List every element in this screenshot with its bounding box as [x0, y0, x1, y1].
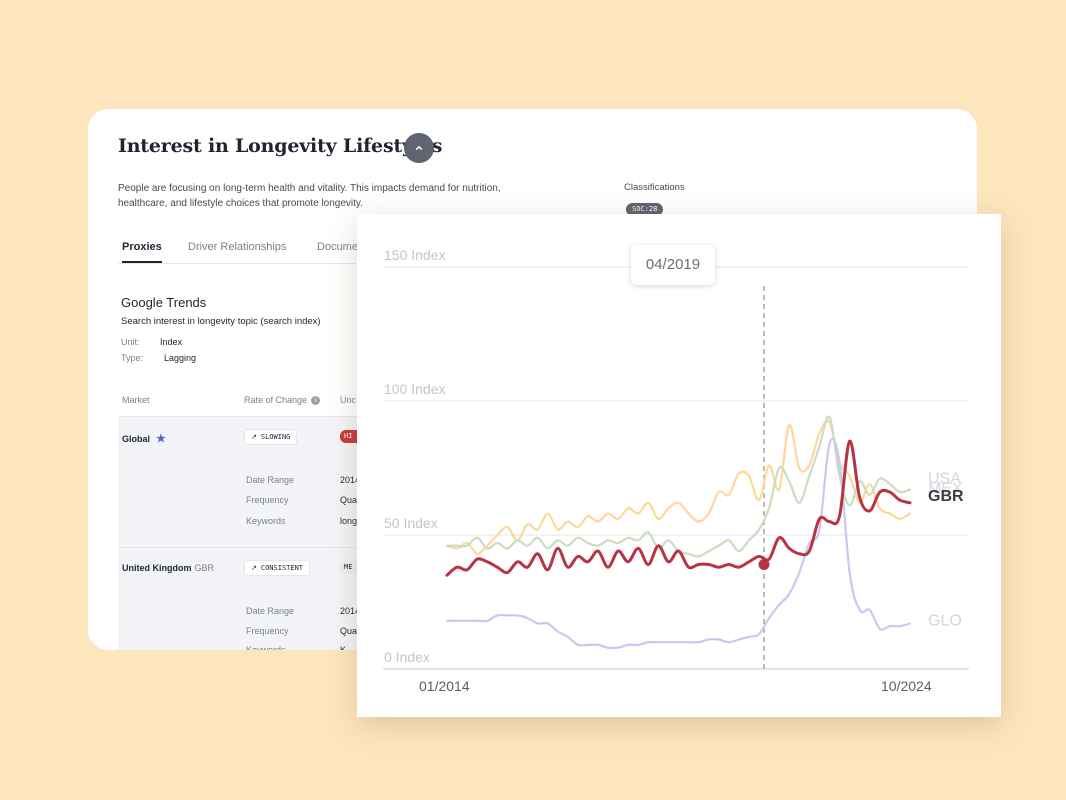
market-label: Global [122, 434, 151, 444]
trend-icon: ↗ [251, 433, 257, 441]
collapse-button[interactable] [404, 133, 434, 163]
series-label-usa: USA [928, 471, 961, 488]
series-line-gbr[interactable] [445, 439, 912, 577]
column-header-uncertainty: Unc [340, 395, 357, 405]
detail-key: Frequency [246, 495, 289, 505]
series-line-glo[interactable] [445, 437, 912, 649]
detail-key: Frequency [246, 626, 289, 636]
series-label-mex: MEX [928, 480, 963, 497]
star-icon[interactable]: ★ [156, 433, 166, 445]
tab-documents[interactable]: Docume [317, 241, 358, 253]
market-name: Global ★ [122, 432, 166, 445]
detail-value: long [340, 516, 358, 526]
type-value: Lagging [164, 353, 197, 363]
rate-badge: ↗ CONSISTENT [244, 560, 311, 576]
y-tick-label: 150 Index [384, 247, 446, 263]
column-header-rate-label: Rate of Change [244, 395, 308, 405]
detail-value: 2014 [340, 606, 358, 616]
market-name: United Kingdom GBR [122, 563, 214, 573]
card-description: People are focusing on long-term health … [118, 183, 501, 209]
trend-chart-card: 150 Index 100 Index 50 Index 0 Index 01/2014… [357, 214, 1001, 717]
market-code: GBR [194, 563, 215, 573]
trend-chart[interactable]: 150 Index 100 Index 50 Index 0 Index 01/2014… [357, 214, 1001, 717]
series-line-usa[interactable] [445, 419, 912, 555]
tab-driver-relationships[interactable]: Driver Relationships [188, 241, 287, 253]
hover-tooltip: 04/2019 [631, 245, 715, 285]
series-label-gbr: GBR [928, 488, 964, 505]
detail-value: Qua [340, 495, 358, 505]
table-divider [118, 416, 418, 417]
rate-label: SLOWING [260, 433, 291, 441]
detail-value: 2014 [340, 475, 358, 485]
unit-value: Index [160, 337, 183, 347]
x-tick-label: 01/2014 [419, 678, 470, 694]
tab-proxies[interactable]: Proxies [122, 241, 162, 263]
info-icon[interactable]: i [311, 396, 321, 406]
classifications-label: Classifications [624, 182, 685, 193]
table-divider [118, 547, 418, 548]
detail-value: K [340, 645, 347, 650]
type-label: Type: [121, 353, 144, 363]
trend-icon: ↗ [251, 564, 257, 572]
market-label: United Kingdom [122, 563, 192, 573]
column-header-market: Market [122, 395, 150, 405]
y-tick-label: 50 Index [384, 515, 438, 531]
column-header-rate: Rate of Change i [244, 395, 321, 406]
card-title: Interest in Longevity Lifestyles [118, 135, 443, 157]
series-label-glo: GLO [928, 612, 962, 629]
rate-badge: ↗ SLOWING [244, 429, 298, 445]
rate-label: CONSISTENT [260, 564, 304, 572]
chevron-up-icon [414, 143, 424, 153]
unit-label: Unit: [121, 337, 140, 347]
proxy-subtitle: Search interest in longevity topic (sear… [121, 316, 321, 327]
y-tick-label: 0 Index [384, 649, 430, 665]
proxy-title: Google Trends [121, 295, 207, 310]
detail-key: Date Range [246, 606, 295, 616]
hover-dot [758, 558, 770, 570]
detail-value: Qua [340, 626, 358, 636]
y-tick-label: 100 Index [384, 381, 446, 397]
x-tick-label: 10/2024 [881, 678, 932, 694]
detail-key: Date Range [246, 475, 295, 485]
classification-chip[interactable]: SOC:28 [626, 203, 664, 216]
detail-key: Keywords [246, 645, 286, 650]
detail-key: Keywords [246, 516, 286, 526]
